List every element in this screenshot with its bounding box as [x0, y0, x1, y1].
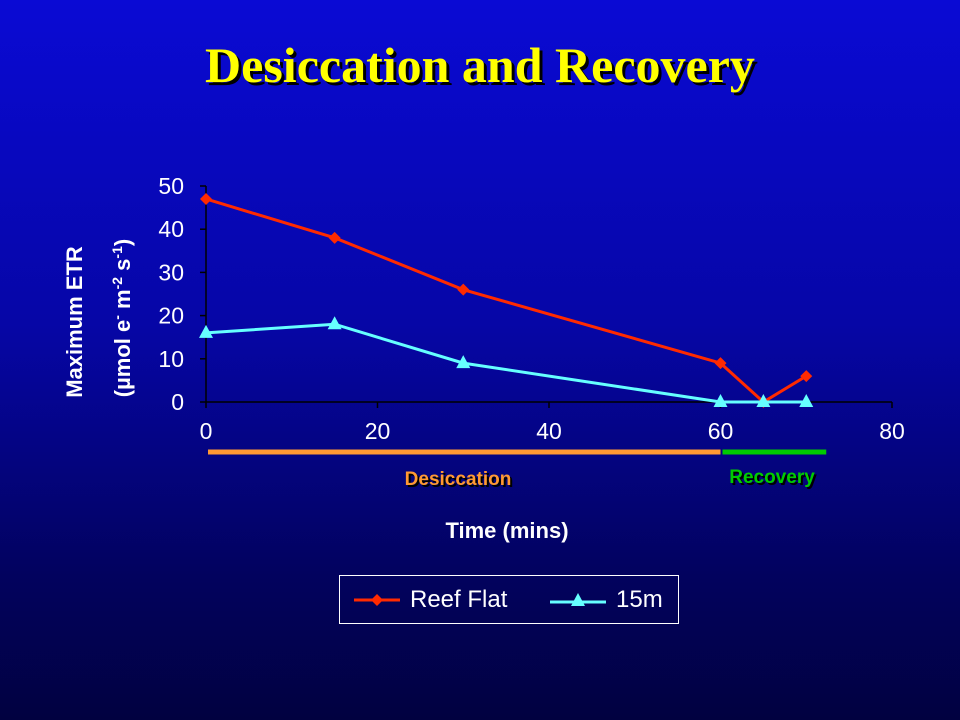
- legend-swatch-15m: [550, 592, 606, 606]
- page-title: Desiccation and Recovery: [205, 37, 755, 93]
- chart-axes: [205, 186, 892, 403]
- y-tick-label: 20: [158, 303, 184, 329]
- y-axis-title-line1: Maximum ETR: [62, 246, 87, 398]
- legend-entry-reef-flat: Reef Flat: [352, 576, 507, 623]
- x-tick-label: 60: [708, 418, 734, 444]
- x-tick-label: 40: [536, 418, 562, 444]
- data-point-15m: [799, 394, 814, 407]
- data-point-reef-flat: [714, 357, 727, 370]
- y-axis-ticks: 0 10 20 30 40 50: [158, 173, 206, 415]
- x-tick-label: 80: [879, 418, 905, 444]
- data-point-15m: [756, 394, 771, 407]
- series-layer: [199, 192, 814, 408]
- x-axis-ticks: 0 20 40 60 80: [200, 402, 905, 444]
- y-tick-label: 10: [158, 346, 184, 372]
- y-tick-label: 0: [171, 389, 184, 415]
- legend-label-reef-flat: Reef Flat: [410, 585, 508, 613]
- data-point-reef-flat: [328, 231, 341, 244]
- series-reef-flat: [200, 192, 813, 408]
- phase-label-shadow: Recovery: [731, 469, 817, 490]
- legend-swatch-reef-flat: [354, 593, 400, 606]
- x-axis-title: Time (mins): [445, 518, 568, 543]
- data-point-15m: [456, 355, 471, 369]
- phase-label-recovery: Recovery: [729, 467, 815, 488]
- series-line-reef-flat: [205, 197, 808, 404]
- data-point-reef-flat: [200, 192, 212, 205]
- y-axis-title-line2: (µmol e- m-2 s-1): [109, 239, 135, 397]
- x-tick-label: 20: [365, 418, 391, 444]
- legend-entry-15m: 15m: [548, 576, 663, 623]
- x-tick-label: 0: [200, 418, 213, 444]
- phase-label-shadow: Desiccation: [407, 471, 514, 492]
- y-tick-label: 40: [158, 216, 184, 242]
- data-point-reef-flat: [457, 283, 470, 296]
- data-point-15m: [199, 324, 213, 338]
- y-tick-label: 30: [158, 259, 184, 285]
- data-point-reef-flat: [800, 370, 813, 383]
- y-tick-label: 50: [158, 173, 184, 199]
- data-point-15m: [713, 394, 728, 407]
- legend-label-15m: 15m: [616, 585, 663, 613]
- series-15m: [199, 316, 814, 407]
- phase-label-desiccation: Desiccation: [405, 469, 512, 490]
- data-point-15m: [327, 316, 342, 330]
- series-line-15m: [205, 322, 807, 404]
- chart-legend: Reef Flat 15m: [339, 575, 679, 624]
